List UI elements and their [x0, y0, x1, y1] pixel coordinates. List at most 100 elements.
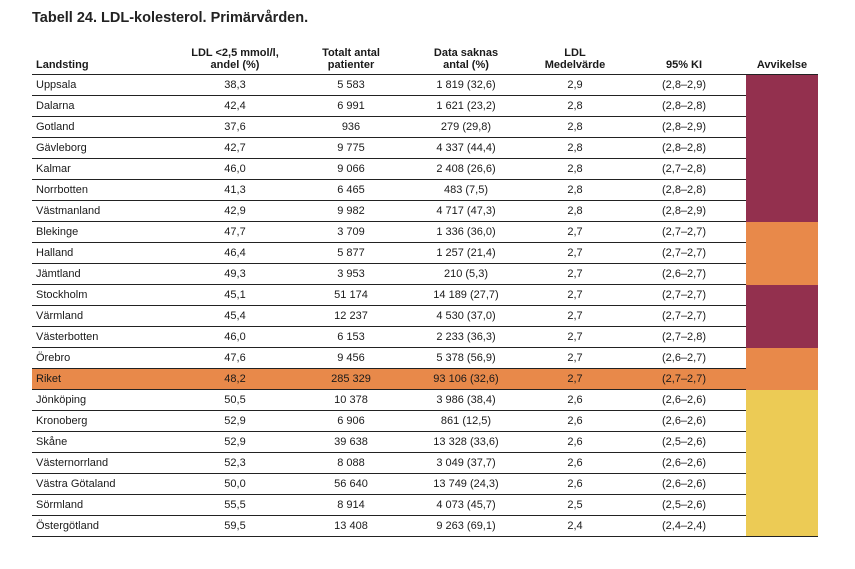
- cell-medelvarde: 2,7: [528, 221, 622, 243]
- cell-landsting: Norrbotten: [32, 179, 172, 201]
- cell-andel: 55,5: [172, 494, 298, 516]
- cell-andel: 50,0: [172, 473, 298, 495]
- cell-medelvarde: 2,7: [528, 263, 622, 285]
- column-header-line: Landsting: [36, 59, 89, 71]
- column-header-ldl-medelvarde: LDL Medelvärde: [528, 44, 622, 75]
- cell-landsting: Kalmar: [32, 158, 172, 180]
- cell-avvikelse-indicator: [746, 494, 818, 516]
- cell-andel: 42,9: [172, 200, 298, 222]
- column-header-line: Avvikelse: [756, 59, 808, 71]
- cell-avvikelse-indicator: [746, 431, 818, 453]
- cell-totalt: 12 237: [298, 305, 404, 327]
- cell-saknas: 210 (5,3): [404, 263, 528, 285]
- cell-avvikelse-indicator: [746, 158, 818, 180]
- table-row: Västra Götaland 50,0 56 640 13 749 (24,3) 2,…: [32, 473, 818, 495]
- table-row: Västerbotten 46,0 6 153 2 233 (36,3) 2,7 (2,7…: [32, 326, 818, 348]
- cell-ki: (2,8–2,9): [622, 116, 746, 138]
- cell-andel: 59,5: [172, 515, 298, 537]
- cell-landsting: Västra Götaland: [32, 473, 172, 495]
- cell-totalt: 10 378: [298, 389, 404, 411]
- cell-totalt: 936: [298, 116, 404, 138]
- cell-avvikelse-indicator: [746, 263, 818, 285]
- cell-landsting: Gotland: [32, 116, 172, 138]
- cell-landsting: Dalarna: [32, 95, 172, 117]
- cell-saknas: 1 621 (23,2): [404, 95, 528, 117]
- table-row: Dalarna 42,4 6 991 1 621 (23,2) 2,8 (2,8–2,8): [32, 95, 818, 117]
- table-row: Kalmar 46,0 9 066 2 408 (26,6) 2,8 (2,7–2,8): [32, 158, 818, 180]
- cell-avvikelse-indicator: [746, 95, 818, 117]
- cell-ki: (2,8–2,8): [622, 179, 746, 201]
- table-row: Gävleborg 42,7 9 775 4 337 (44,4) 2,8 (2,8–2,…: [32, 137, 818, 159]
- cell-medelvarde: 2,6: [528, 452, 622, 474]
- cell-ki: (2,6–2,6): [622, 452, 746, 474]
- cell-totalt: 285 329: [298, 368, 404, 390]
- cell-saknas: 14 189 (27,7): [404, 284, 528, 306]
- table-row: Uppsala 38,3 5 583 1 819 (32,6) 2,9 (2,8–2,9): [32, 74, 818, 96]
- cell-ki: (2,8–2,9): [622, 200, 746, 222]
- cell-avvikelse-indicator: [746, 137, 818, 159]
- cell-avvikelse-indicator: [746, 347, 818, 369]
- cell-totalt: 8 914: [298, 494, 404, 516]
- cell-ki: (2,6–2,6): [622, 389, 746, 411]
- cell-saknas: 483 (7,5): [404, 179, 528, 201]
- cell-andel: 38,3: [172, 74, 298, 96]
- cell-andel: 50,5: [172, 389, 298, 411]
- cell-medelvarde: 2,7: [528, 305, 622, 327]
- cell-saknas: 279 (29,8): [404, 116, 528, 138]
- column-header-line: LDL <2,5 mmol/l,: [191, 47, 279, 59]
- cell-totalt: 5 877: [298, 242, 404, 264]
- cell-totalt: 9 982: [298, 200, 404, 222]
- cell-medelvarde: 2,8: [528, 158, 622, 180]
- column-header-line: antal (%): [443, 59, 489, 71]
- cell-andel: 46,4: [172, 242, 298, 264]
- cell-andel: 41,3: [172, 179, 298, 201]
- cell-landsting: Stockholm: [32, 284, 172, 306]
- cell-avvikelse-indicator: [746, 242, 818, 264]
- cell-saknas: 2 233 (36,3): [404, 326, 528, 348]
- cell-saknas: 5 378 (56,9): [404, 347, 528, 369]
- cell-andel: 45,1: [172, 284, 298, 306]
- column-header-totalt-antal: Totalt antal patienter: [298, 44, 404, 75]
- cell-landsting: Värmland: [32, 305, 172, 327]
- cell-totalt: 51 174: [298, 284, 404, 306]
- column-header-data-saknas: Data saknas antal (%): [404, 44, 528, 75]
- table-row: Jämtland 49,3 3 953 210 (5,3) 2,7 (2,6–2,7): [32, 263, 818, 285]
- cell-landsting: Riket: [32, 368, 172, 390]
- cell-andel: 49,3: [172, 263, 298, 285]
- cell-avvikelse-indicator: [746, 116, 818, 138]
- cell-landsting: Gävleborg: [32, 137, 172, 159]
- cell-andel: 52,9: [172, 431, 298, 453]
- cell-landsting: Skåne: [32, 431, 172, 453]
- cell-andel: 46,0: [172, 326, 298, 348]
- cell-totalt: 3 709: [298, 221, 404, 243]
- cell-ki: (2,8–2,9): [622, 74, 746, 96]
- cell-medelvarde: 2,6: [528, 410, 622, 432]
- cell-ki: (2,4–2,4): [622, 515, 746, 537]
- table-row: Västernorrland 52,3 8 088 3 049 (37,7) 2,6 (2…: [32, 452, 818, 474]
- cell-totalt: 6 991: [298, 95, 404, 117]
- table-title: Tabell 24. LDL-kolesterol. Primärvården.: [32, 10, 309, 26]
- column-header-line: LDL: [564, 47, 586, 59]
- cell-medelvarde: 2,7: [528, 242, 622, 264]
- cell-avvikelse-indicator: [746, 74, 818, 96]
- table-row: Östergötland 59,5 13 408 9 263 (69,1) 2,4 (2,…: [32, 515, 818, 537]
- cell-ki: (2,6–2,6): [622, 473, 746, 495]
- column-header-ki-95: 95% KI: [622, 44, 746, 75]
- ldl-table: Landsting LDL <2,5 mmol/l, andel (%) Totalt…: [32, 44, 818, 537]
- table-row: Gotland 37,6 936 279 (29,8) 2,8 (2,8–2,9): [32, 116, 818, 138]
- cell-saknas: 4 717 (47,3): [404, 200, 528, 222]
- cell-medelvarde: 2,8: [528, 95, 622, 117]
- cell-saknas: 2 408 (26,6): [404, 158, 528, 180]
- cell-medelvarde: 2,6: [528, 473, 622, 495]
- table-row: Värmland 45,4 12 237 4 530 (37,0) 2,7 (2,7–2,…: [32, 305, 818, 327]
- column-header-line: andel (%): [210, 59, 260, 71]
- cell-medelvarde: 2,7: [528, 368, 622, 390]
- table-row: Norrbotten 41,3 6 465 483 (7,5) 2,8 (2,8–2,8): [32, 179, 818, 201]
- column-header-line: Data saknas: [433, 47, 499, 59]
- cell-saknas: 93 106 (32,6): [404, 368, 528, 390]
- cell-landsting: Östergötland: [32, 515, 172, 537]
- cell-landsting: Västerbotten: [32, 326, 172, 348]
- cell-totalt: 6 465: [298, 179, 404, 201]
- cell-totalt: 9 066: [298, 158, 404, 180]
- column-header-line: Totalt antal: [322, 47, 380, 59]
